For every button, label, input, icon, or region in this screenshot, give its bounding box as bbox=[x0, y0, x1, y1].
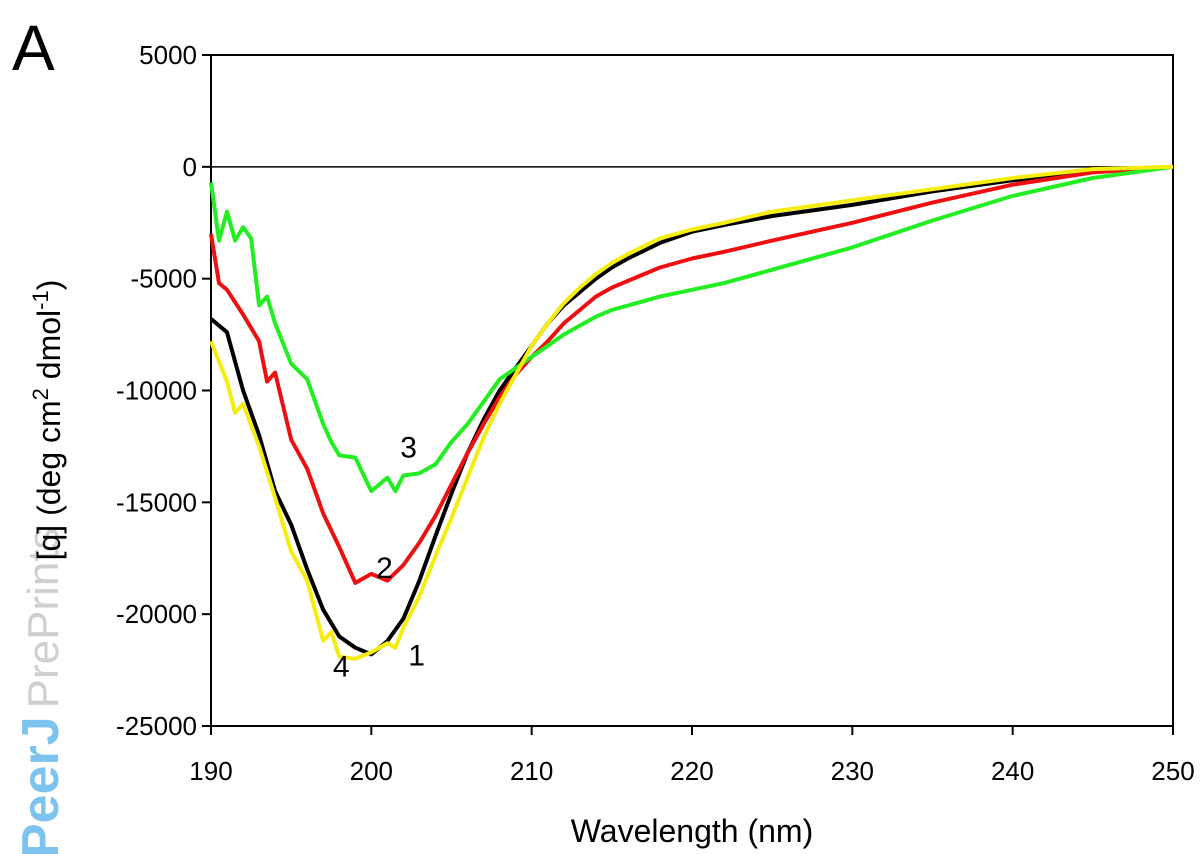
y-tick-label: -20000 bbox=[116, 599, 197, 629]
y-tick-label: 0 bbox=[183, 152, 197, 182]
x-tick-label: 200 bbox=[350, 756, 393, 786]
svg-text:PeerJPrePrints: PeerJ PrePrints bbox=[12, 527, 70, 854]
x-tick-label: 240 bbox=[991, 756, 1034, 786]
x-tick-label: 230 bbox=[831, 756, 874, 786]
x-axis-title: Wavelength (nm) bbox=[571, 813, 813, 849]
y-tick-label: -15000 bbox=[116, 487, 197, 517]
curve-label-2: 2 bbox=[376, 552, 393, 585]
series-layer bbox=[209, 164, 1174, 661]
y-tick-label: -25000 bbox=[116, 711, 197, 741]
series-line-4 bbox=[209, 164, 1174, 661]
y-tick-label: -10000 bbox=[116, 376, 197, 406]
y-axis-title: [q] (deg cm2 dmol-1) bbox=[28, 280, 67, 561]
x-tick-label: 210 bbox=[510, 756, 553, 786]
watermark-suffix: PrePrints bbox=[19, 527, 68, 708]
y-axis-title-prefix: [q] (deg cm bbox=[31, 400, 67, 560]
watermark: PeerJ PrePrints bbox=[12, 527, 70, 854]
y-tick-label: -5000 bbox=[131, 264, 198, 294]
curve-label-1: 1 bbox=[408, 639, 425, 672]
series-line-1 bbox=[209, 164, 1174, 657]
panel-label: A bbox=[12, 12, 55, 84]
x-tick-label: 220 bbox=[670, 756, 713, 786]
axis-ticks: 5000 0 -5000 -10000 -15000 -20000 -25000 190 200… bbox=[116, 40, 1195, 786]
x-tick-label: 250 bbox=[1151, 756, 1194, 786]
y-axis-title-suffix: ) bbox=[31, 280, 67, 291]
y-axis-title-sup-2: -1 bbox=[28, 290, 53, 310]
watermark-brand: PeerJ bbox=[12, 716, 70, 854]
curve-label-3: 3 bbox=[400, 431, 417, 464]
curve-labels: 1 2 3 4 bbox=[333, 431, 425, 683]
curve-label-4: 4 bbox=[333, 651, 350, 684]
y-axis-title-sup-1: 2 bbox=[28, 388, 53, 400]
series-line-3 bbox=[209, 164, 1174, 494]
x-tick-label: 190 bbox=[189, 756, 232, 786]
y-tick-label: 5000 bbox=[139, 40, 197, 70]
series-line-2 bbox=[209, 164, 1174, 585]
y-axis-title-mid: dmol bbox=[31, 310, 67, 388]
plot-frame bbox=[210, 54, 1174, 727]
